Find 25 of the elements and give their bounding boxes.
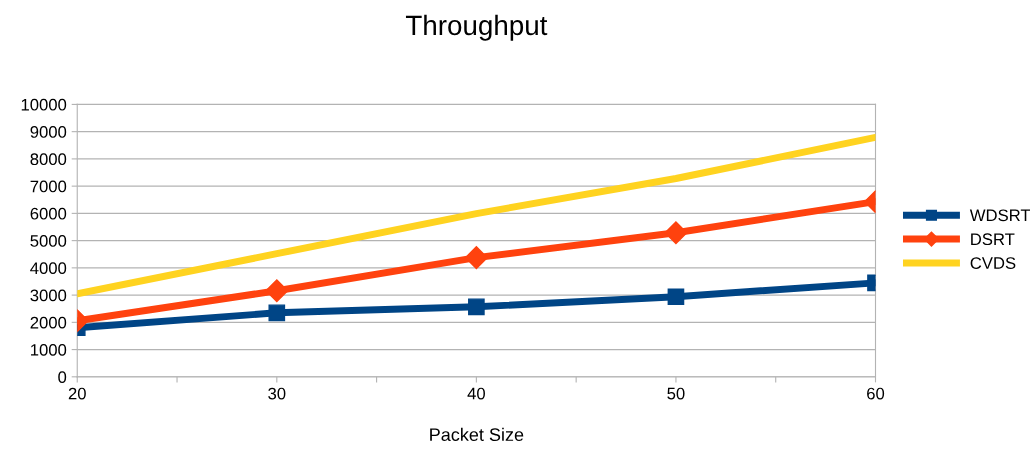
y-tick-label: 9000	[30, 126, 67, 138]
x-tick-label: 30	[268, 387, 286, 400]
x-tick-label: 20	[68, 387, 86, 400]
y-tick-label: 2000	[30, 316, 67, 329]
legend-label: DSRT	[971, 233, 1015, 246]
y-tick-label: 3000	[30, 289, 67, 302]
y-tick-label: 0	[58, 371, 67, 384]
y-tick-label: 10000	[21, 98, 67, 111]
point	[468, 298, 485, 316]
x-tick-label: 50	[667, 387, 685, 400]
point	[268, 304, 286, 322]
point	[265, 279, 289, 303]
chart-title: Throughput	[405, 14, 548, 41]
legend-label: WDSRT	[969, 209, 1030, 222]
x-tick-label: 60	[867, 387, 885, 400]
y-tick-label: 5000	[30, 235, 67, 247]
legend-label: CVDS	[970, 257, 1016, 269]
point	[464, 246, 488, 270]
x-axis-title: Packet Size	[430, 427, 524, 442]
y-tick-label: 7000	[30, 180, 67, 193]
y-tick-label: 4000	[30, 262, 67, 275]
y-tick-label: 6000	[30, 207, 67, 220]
y-tick-label: 8000	[30, 153, 67, 166]
x-tick-label: 40	[467, 387, 485, 400]
y-tick-label: 1000	[31, 343, 67, 356]
